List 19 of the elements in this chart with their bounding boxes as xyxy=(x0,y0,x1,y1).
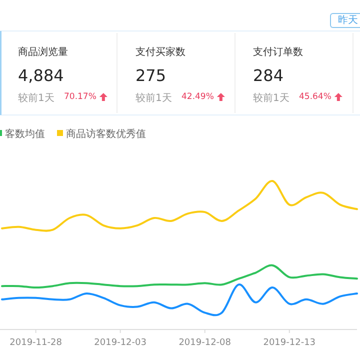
text: 商品浏览量 xyxy=(18,46,68,59)
legend-label: 商品访客数优秀值 xyxy=(66,128,146,140)
text: 70.17% xyxy=(64,92,96,102)
text: 4,884 xyxy=(18,66,64,85)
text: 275 xyxy=(136,66,166,85)
text: 284 xyxy=(253,66,284,85)
text: 42.49% xyxy=(182,92,214,102)
text: 支付买家数 xyxy=(136,46,186,59)
text: 支付订单数 xyxy=(253,46,303,59)
x-tick-label: 2019-12-13 xyxy=(263,338,316,348)
text: 较前1天 xyxy=(18,92,54,105)
x-tick-label: 2019-12-08 xyxy=(178,338,232,348)
text: 45.64% xyxy=(299,92,332,102)
text: 较前1天 xyxy=(253,92,290,105)
legend-label: 客数均值 xyxy=(5,128,45,140)
x-tick-label: 2019-12-03 xyxy=(94,338,146,348)
x-tick-label: 2019-11-28 xyxy=(10,338,62,348)
text: 较前1天 xyxy=(136,92,172,105)
text: 昨天 xyxy=(330,13,360,28)
